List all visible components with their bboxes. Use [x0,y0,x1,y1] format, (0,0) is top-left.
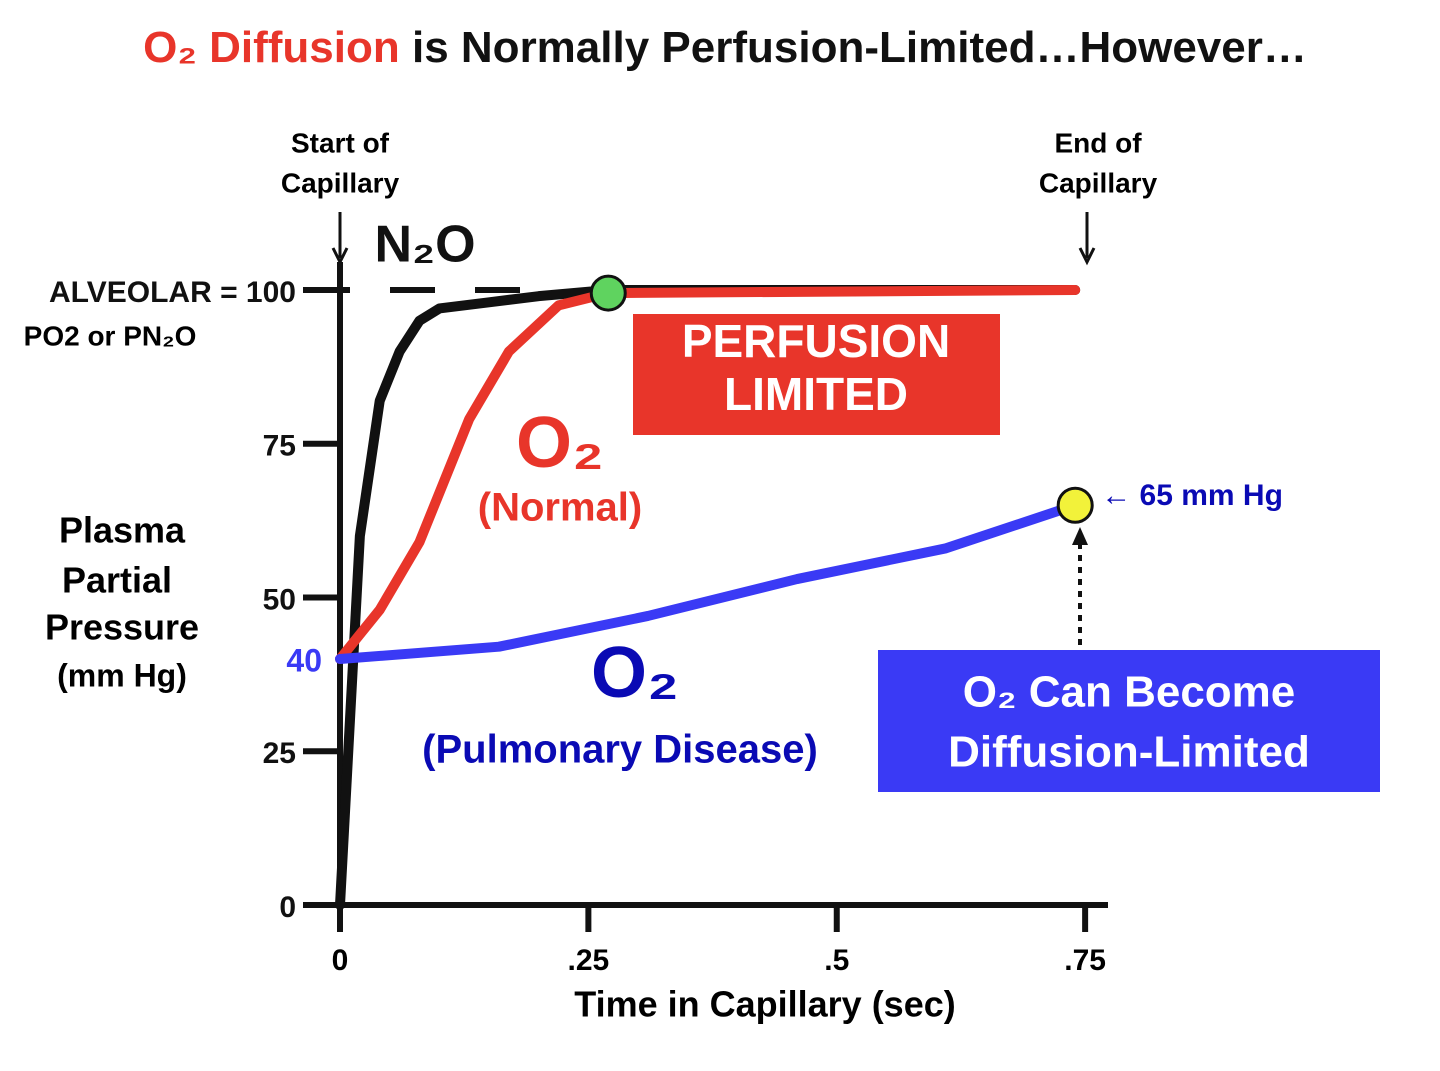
series-note: (Normal) [478,486,642,530]
title-part: is Normally Perfusion-Limited…However… [400,23,1307,72]
y-tick-label: 50 [263,583,296,616]
arrow-head [1072,527,1088,545]
y-tick-label: 40 [286,642,322,678]
series-label: N₂O [374,216,475,274]
y-sublabel: PO2 or PN₂O [24,320,197,351]
end-label: End of [1054,127,1142,158]
highlight-point [1056,486,1094,524]
perfusion-box [633,314,1000,435]
series-line [335,285,1081,910]
start-label: Capillary [281,167,400,198]
y-label: Partial [62,560,172,601]
highlight-point [589,274,627,312]
axes [337,262,1108,908]
series-label: O₂ [591,633,679,713]
series-note: (Pulmonary Disease) [422,728,818,772]
x-tick-label: .25 [568,944,610,977]
value-label: ← 65 mm Hg [1101,479,1283,512]
diffusion-box [878,650,1380,792]
title-part: O₂ Diffusion [143,23,400,72]
x-tick-label: .5 [824,944,849,977]
x-label: Time in Capillary (sec) [574,984,955,1025]
box-text: O₂ Can Become [963,668,1296,717]
y-label: Pressure [45,607,199,648]
x-tick-label: 0 [332,944,349,977]
y-label: Plasma [59,510,186,551]
arrow-head [1078,247,1096,266]
series-label: O₂ [516,403,604,483]
y-tick-label: 0 [279,891,296,924]
y-tick-label: 25 [263,737,296,770]
capillary-arrows [331,212,1096,266]
y-label: (mm Hg) [57,657,187,693]
y-tick-label: 75 [263,430,296,463]
box-text: LIMITED [724,368,908,420]
x-tick-label: .75 [1064,944,1106,977]
end-label: Capillary [1039,167,1158,198]
box-text: PERFUSION [682,315,950,367]
start-label: Start of [291,127,390,158]
y-tick-label: ALVEOLAR = 100 [49,276,296,309]
series-line [335,500,1081,664]
box-text: Diffusion-Limited [948,728,1310,777]
chart-title: O₂ Diffusion is Normally Perfusion-Limit… [143,23,1307,72]
